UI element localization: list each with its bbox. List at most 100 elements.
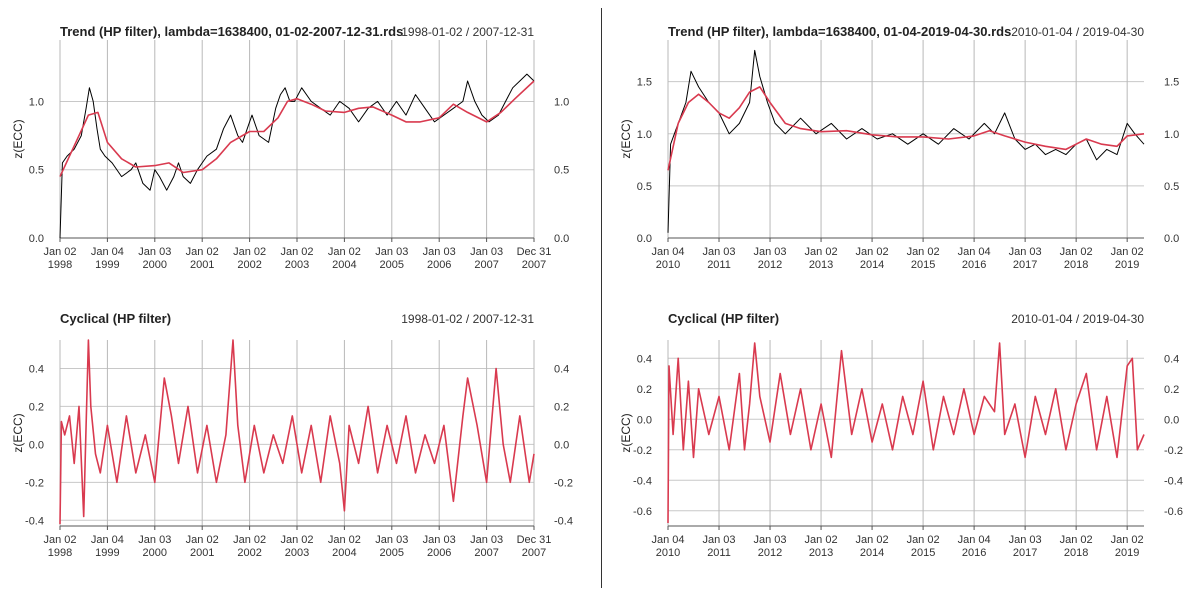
x-tick-year-label: 2000 — [143, 259, 167, 271]
y-tick-label-left: 0.5 — [637, 181, 652, 193]
y-tick-label-left: 0.4 — [637, 353, 652, 365]
x-tick-label: Jan 02 — [280, 246, 313, 258]
x-tick-label: Jan 03 — [375, 246, 408, 258]
y-tick-label-left: 0.0 — [29, 439, 44, 451]
x-tick-year-label: 2013 — [809, 547, 833, 559]
y-tick-label-right: 0.0 — [554, 439, 569, 451]
x-tick-year-label: 2015 — [911, 259, 935, 271]
y-axis-label: z(ECC) — [619, 119, 633, 158]
y-tick-label-right: -0.2 — [554, 477, 573, 489]
panel-divider — [601, 8, 602, 588]
x-tick-year-label: 2007 — [522, 547, 546, 559]
x-tick-label: Jan 02 — [43, 534, 76, 546]
x-tick-label: Jan 03 — [423, 246, 456, 258]
y-tick-label-right: 0.4 — [1164, 353, 1179, 365]
x-tick-year-label: 2000 — [143, 547, 167, 559]
x-tick-year-label: 2016 — [962, 259, 986, 271]
x-tick-label: Jan 03 — [138, 246, 171, 258]
x-tick-label: Jan 02 — [805, 246, 838, 258]
x-tick-year-label: 2019 — [1115, 547, 1139, 559]
x-tick-label: Jan 04 — [651, 246, 684, 258]
series-line-data — [667, 49, 1145, 233]
x-tick-label: Jan 02 — [328, 534, 361, 546]
x-tick-label: Jan 04 — [958, 246, 991, 258]
x-tick-label: Jan 03 — [470, 534, 503, 546]
chart-date-range: 2010-01-04 / 2019-04-30 — [1011, 312, 1144, 326]
y-tick-label-right: -0.2 — [1164, 445, 1183, 457]
x-tick-label: Jan 04 — [91, 246, 124, 258]
chart-panel-2: Trend (HP filter), lambda=1638400, 01-04… — [619, 24, 1179, 271]
y-tick-label-left: 1.0 — [637, 129, 652, 141]
y-tick-label-left: -0.2 — [25, 477, 44, 489]
x-tick-year-label: 2013 — [809, 259, 833, 271]
x-tick-year-label: 2011 — [707, 259, 731, 271]
y-tick-label-left: 0.5 — [29, 165, 44, 177]
x-tick-label: Jan 03 — [703, 246, 736, 258]
chart-title: Cyclical (HP filter) — [668, 311, 779, 326]
x-tick-year-label: 2003 — [285, 547, 309, 559]
y-tick-label-left: 1.0 — [29, 96, 44, 108]
series-line-cycle — [59, 339, 535, 525]
y-tick-label-right: -0.6 — [1164, 506, 1183, 518]
x-tick-label: Jan 03 — [754, 534, 787, 546]
x-tick-year-label: 2005 — [380, 259, 404, 271]
x-tick-label: Dec 31 — [517, 246, 552, 258]
x-tick-label: Jan 03 — [375, 534, 408, 546]
x-tick-label: Jan 03 — [754, 246, 787, 258]
y-tick-label-right: -0.4 — [1164, 475, 1183, 487]
x-tick-year-label: 2016 — [962, 547, 986, 559]
y-tick-label-right: 1.0 — [554, 96, 569, 108]
x-tick-year-label: 1998 — [48, 547, 72, 559]
y-tick-label-left: 0.0 — [29, 233, 44, 245]
x-tick-label: Jan 03 — [423, 534, 456, 546]
y-tick-label-right: -0.4 — [554, 515, 573, 527]
y-tick-label-left: -0.2 — [633, 445, 652, 457]
series-line-data — [59, 73, 535, 239]
y-axis-label: z(ECC) — [619, 413, 633, 452]
x-tick-label: Jan 02 — [1111, 246, 1144, 258]
series-line-trend — [667, 86, 1145, 171]
chart-panel-4: Cyclical (HP filter) 2010-01-04 / 2019-04… — [619, 311, 1183, 559]
x-tick-label: Jan 02 — [233, 246, 266, 258]
x-tick-label: Jan 02 — [280, 534, 313, 546]
x-tick-year-label: 2007 — [522, 259, 546, 271]
x-tick-label: Jan 02 — [856, 246, 889, 258]
x-tick-label: Jan 02 — [907, 534, 940, 546]
x-tick-year-label: 2003 — [285, 259, 309, 271]
x-tick-year-label: 2017 — [1013, 547, 1037, 559]
x-tick-label: Jan 02 — [805, 534, 838, 546]
x-tick-year-label: 2014 — [860, 547, 884, 559]
y-tick-label-left: 0.2 — [637, 384, 652, 396]
x-tick-label: Jan 02 — [43, 246, 76, 258]
series-line-cycle — [667, 342, 1145, 524]
x-tick-year-label: 1999 — [95, 259, 119, 271]
y-tick-label-right: 1.5 — [1164, 77, 1179, 89]
y-tick-label-left: -0.6 — [633, 506, 652, 518]
x-tick-label: Jan 02 — [1060, 534, 1093, 546]
x-tick-label: Jan 02 — [856, 534, 889, 546]
y-tick-label-left: 0.0 — [637, 414, 652, 426]
y-tick-label-right: 0.2 — [1164, 384, 1179, 396]
x-tick-label: Jan 03 — [1009, 534, 1042, 546]
y-axis-label: z(ECC) — [11, 413, 25, 452]
x-tick-label: Dec 31 — [517, 534, 552, 546]
x-tick-label: Jan 02 — [186, 534, 219, 546]
x-tick-year-label: 2004 — [332, 259, 356, 271]
x-tick-label: Jan 02 — [1111, 534, 1144, 546]
x-tick-year-label: 2005 — [380, 547, 404, 559]
y-tick-label-right: 0.5 — [1164, 181, 1179, 193]
x-tick-label: Jan 02 — [907, 246, 940, 258]
x-tick-year-label: 2007 — [474, 547, 498, 559]
x-tick-label: Jan 02 — [1060, 246, 1093, 258]
x-tick-year-label: 2010 — [656, 547, 680, 559]
series-line-trend — [59, 80, 535, 177]
x-tick-label: Jan 03 — [138, 534, 171, 546]
y-tick-label-left: -0.4 — [25, 515, 44, 527]
chart-title: Cyclical (HP filter) — [60, 311, 171, 326]
x-tick-label: Jan 04 — [651, 534, 684, 546]
y-tick-label-left: 0.4 — [29, 363, 44, 375]
chart-title: Trend (HP filter), lambda=1638400, 01-02… — [60, 24, 403, 39]
chart-date-range: 2010-01-04 / 2019-04-30 — [1011, 25, 1144, 39]
x-tick-year-label: 2006 — [427, 259, 451, 271]
